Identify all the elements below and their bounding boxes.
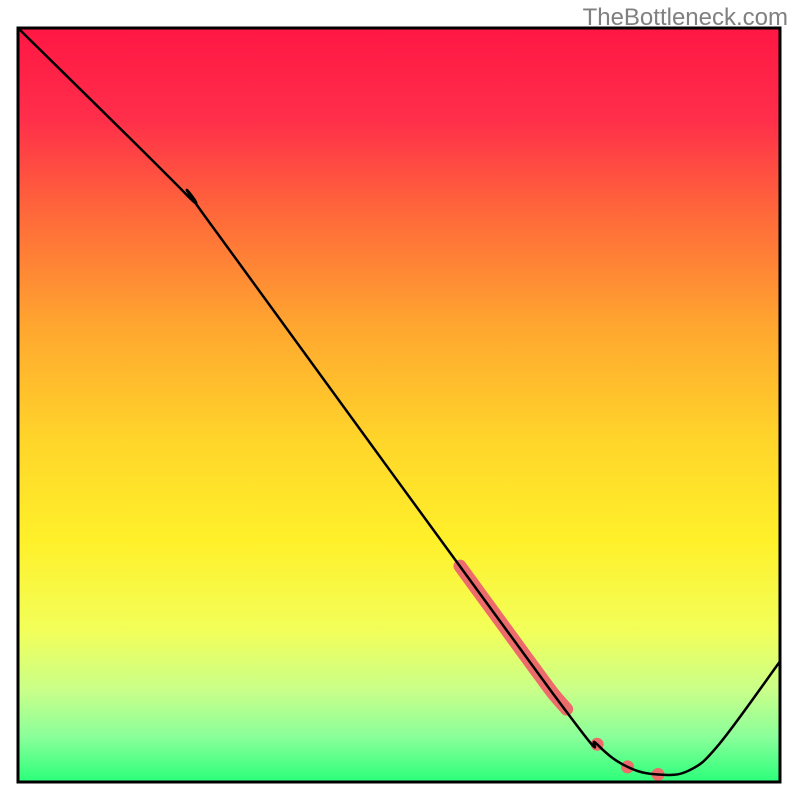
chart-svg [0, 0, 800, 800]
bottleneck-chart: TheBottleneck.com [0, 0, 800, 800]
